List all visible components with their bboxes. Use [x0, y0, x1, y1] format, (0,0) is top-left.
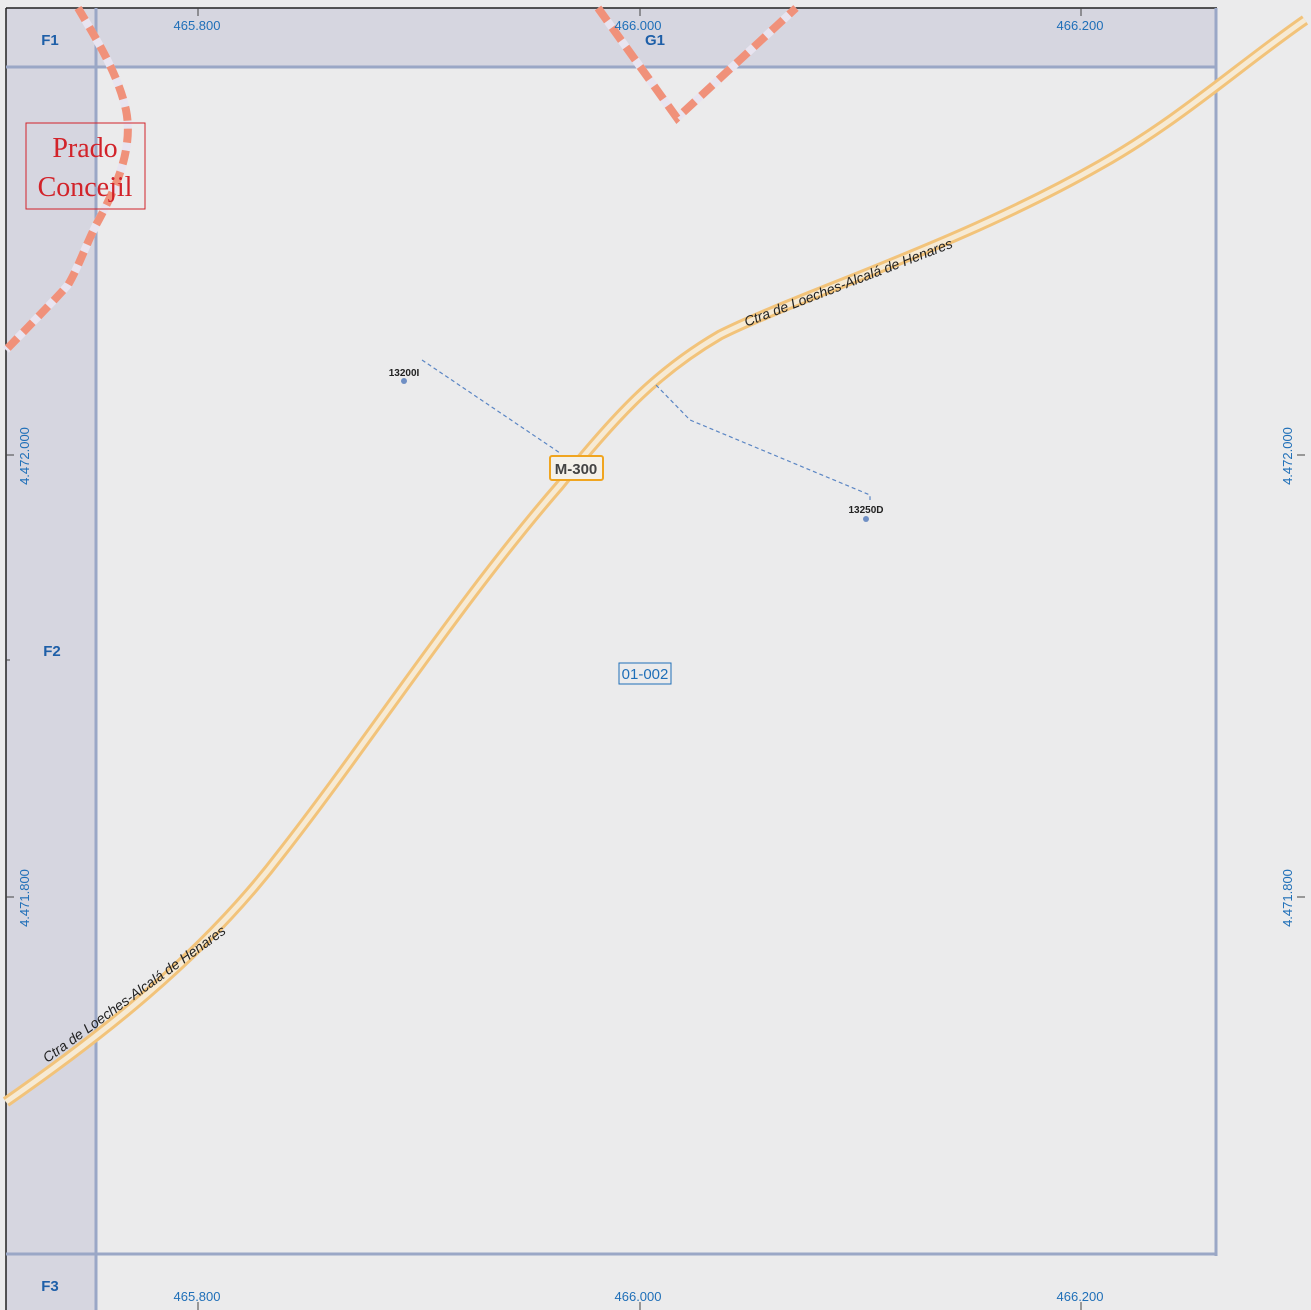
bottom-left-margin — [6, 1254, 96, 1310]
bottom-margin-band — [6, 1254, 1217, 1310]
kp-label-13250D: 13250D — [848, 505, 883, 516]
place-name-box[interactable] — [25, 122, 146, 210]
kp-point-13250D[interactable] — [863, 516, 869, 522]
y-label-left-1: 4.472.000 — [17, 427, 32, 485]
municipal-boundary — [3, 5, 799, 353]
sheet-id-box[interactable] — [618, 662, 672, 685]
cell-label-f2[interactable]: F2 — [43, 643, 61, 660]
coordinate-ticks — [6, 8, 1305, 1310]
place-name-line2: Concejil — [38, 172, 133, 203]
cell-label-f1[interactable]: F1 — [41, 32, 59, 49]
x-label-top-1: 465.800 — [174, 18, 221, 33]
road-shield-box[interactable] — [549, 455, 604, 481]
x-label-bottom-3: 466.200 — [1057, 1289, 1104, 1304]
cell-label-f3[interactable]: F3 — [41, 1278, 59, 1295]
cell-label-g1[interactable]: G1 — [645, 32, 665, 49]
y-label-right-2: 4.471.800 — [1280, 869, 1295, 927]
place-name-line1: Prado — [52, 133, 117, 164]
road-centerline — [4, 17, 1307, 1105]
top-margin-band — [6, 8, 1217, 68]
kp-leader-13250D — [655, 384, 871, 500]
x-label-top-2: 466.000 — [615, 18, 662, 33]
x-label-bottom-1: 465.800 — [174, 1289, 221, 1304]
x-label-top-3: 466.200 — [1057, 18, 1104, 33]
kp-label-13200I: 13200I — [389, 368, 420, 379]
x-label-bottom-2: 466.000 — [615, 1289, 662, 1304]
y-label-right-1: 4.472.000 — [1280, 427, 1295, 485]
y-label-left-2: 4.471.800 — [17, 869, 32, 927]
kp-point-13200I[interactable] — [401, 378, 407, 384]
road-shield-label: M-300 — [555, 461, 598, 478]
sheet-id-label: 01-002 — [622, 666, 669, 683]
